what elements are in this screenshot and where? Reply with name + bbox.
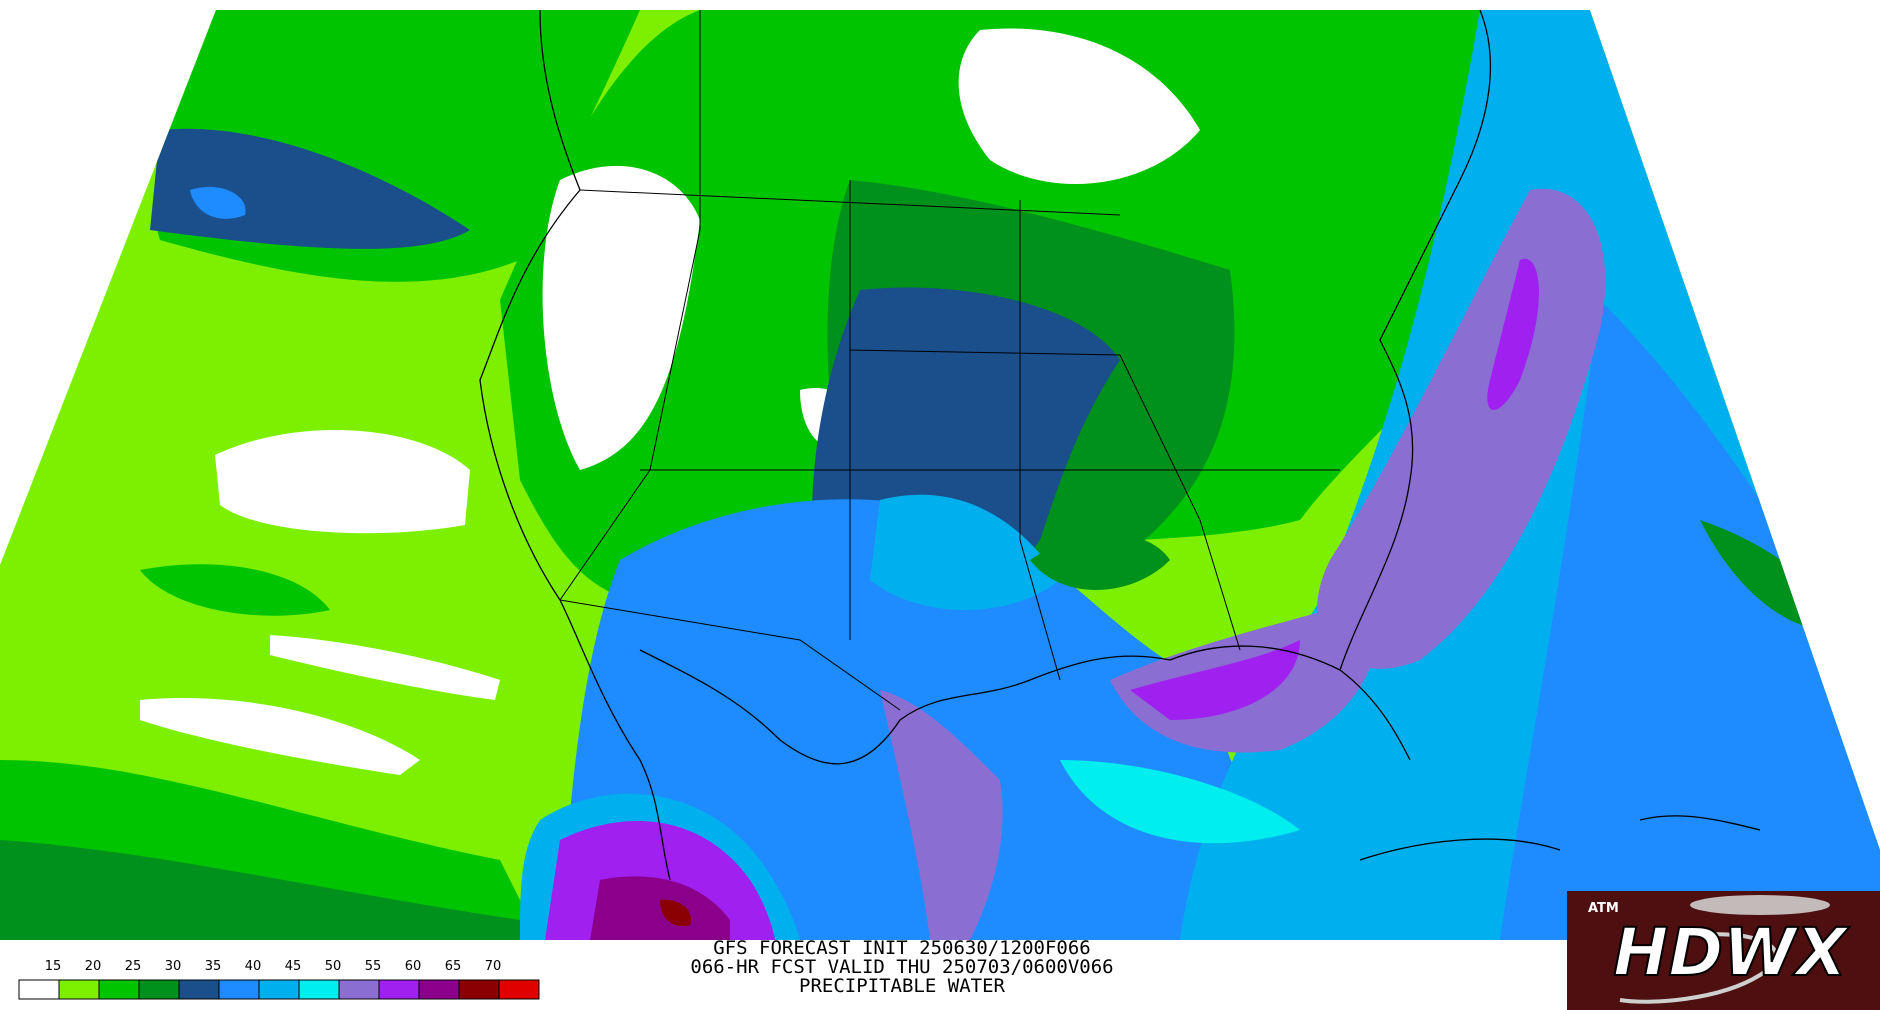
logo: ATM HDWX [1567, 891, 1880, 1010]
color-legend: 15 20 25 30 35 40 45 50 55 60 65 70 [18, 959, 540, 1000]
state-borders [559, 10, 1340, 711]
header-line: 066-HR FCST VALID THU 250703/0600V066 [690, 956, 1113, 978]
legend-level: 55 [365, 959, 382, 974]
legend-level: 70 [485, 959, 502, 974]
coastline [1359, 815, 1761, 861]
field-region [958, 28, 1200, 185]
legend-level: 35 [205, 959, 222, 974]
legend-swatch [258, 979, 300, 1000]
field-region [0, 840, 520, 940]
field-region [1060, 760, 1300, 844]
legend-level: 20 [85, 959, 102, 974]
legend-level: 25 [125, 959, 142, 974]
header-line: PRECIPITABLE WATER [799, 975, 1005, 997]
field-region [1130, 640, 1300, 720]
header-line: GFS FORECAST INIT 250630/1200F066 [713, 937, 1091, 959]
legend-swatch [98, 979, 140, 1000]
legend-swatch [378, 979, 420, 1000]
legend-swatch [458, 979, 500, 1000]
field-region [140, 698, 420, 775]
legend-level: 40 [245, 959, 262, 974]
legend-swatch [218, 979, 260, 1000]
field-region [215, 429, 470, 534]
field-region [590, 876, 730, 940]
coastline [479, 10, 1492, 881]
field-region [140, 564, 330, 616]
legend-swatch [18, 979, 60, 1000]
field-region [880, 690, 1003, 940]
legend-level: 60 [405, 959, 422, 974]
legend-level: 65 [445, 959, 462, 974]
legend-swatch [58, 979, 100, 1000]
logo-cloud [1690, 895, 1830, 915]
legend-swatch [298, 979, 340, 1000]
field-region [1500, 300, 1880, 940]
legend-swatch [338, 979, 380, 1000]
field-region [660, 899, 691, 927]
legend-swatch [178, 979, 220, 1000]
logo-text: HDWX [1613, 914, 1850, 991]
legend-level: 50 [325, 959, 342, 974]
precipitable-water-field [0, 10, 1880, 940]
field-region [270, 635, 500, 700]
legend-level: 15 [45, 959, 62, 974]
product-header: GFS FORECAST INIT 250630/1200F066066-HR … [690, 937, 1113, 997]
legend-swatch [498, 979, 540, 1000]
field-region [870, 494, 1060, 610]
logo-badge: ATM [1588, 901, 1619, 916]
field-region [1487, 258, 1539, 410]
legend-swatch [418, 979, 460, 1000]
logo-swirl [1619, 932, 1778, 1004]
field-region [150, 128, 470, 249]
legend-swatch [138, 979, 180, 1000]
field-region [1030, 533, 1170, 590]
legend-level: 30 [165, 959, 182, 974]
field-region [542, 165, 700, 470]
legend-level: 45 [285, 959, 302, 974]
field-region [190, 186, 246, 219]
